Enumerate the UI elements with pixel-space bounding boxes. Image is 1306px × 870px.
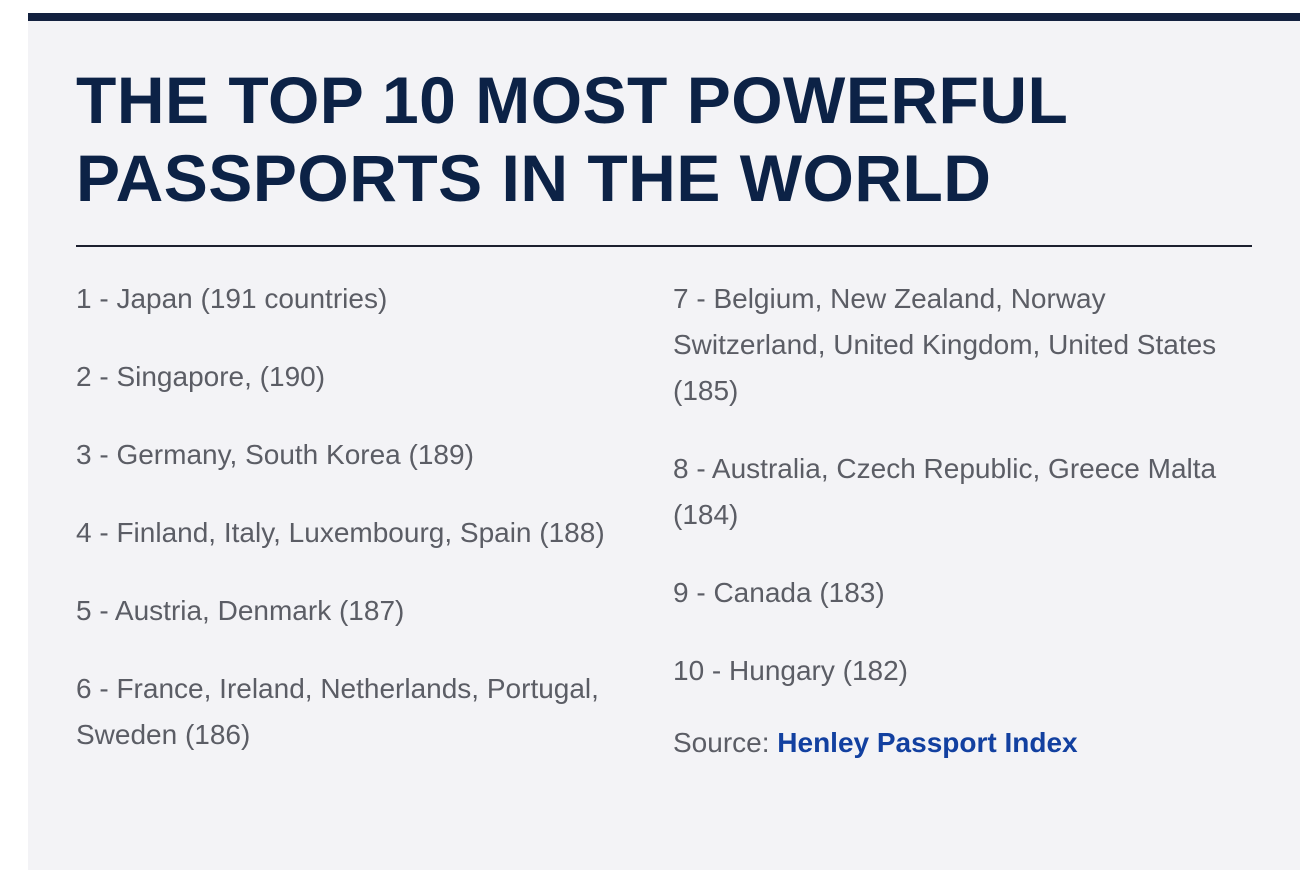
list-item: 1 - Japan (191 countries) <box>76 283 388 314</box>
source-link[interactable]: Henley Passport Index <box>777 727 1078 758</box>
list-item: 3 - Germany, South Korea (189) <box>76 439 474 470</box>
ranking-list-right: 7 - Belgium, New Zealand, Norway Switzer… <box>673 276 1253 726</box>
list-item: 2 - Singapore, (190) <box>76 361 326 392</box>
list-item: 6 - France, Ireland, Netherlands, Portug… <box>76 673 599 750</box>
list-item: 8 - Australia, Czech Republic, Greece Ma… <box>673 453 1217 530</box>
article-title: THE TOP 10 MOST POWERFUL PASSPORTS IN TH… <box>76 61 1256 217</box>
list-item: 4 - Finland, Italy, Luxembourg, Spain (1… <box>76 517 605 548</box>
list-item: 7 - Belgium, New Zealand, Norway Switzer… <box>673 283 1217 406</box>
title-divider <box>76 245 1252 247</box>
article-card: THE TOP 10 MOST POWERFUL PASSPORTS IN TH… <box>28 13 1300 870</box>
source-label: Source: <box>673 727 778 758</box>
title-line-1: THE TOP 10 MOST POWERFUL <box>76 63 1069 137</box>
source-line: Source: Henley Passport Index <box>673 720 1078 766</box>
list-item: 10 - Hungary (182) <box>673 655 909 686</box>
list-item: 5 - Austria, Denmark (187) <box>76 595 405 626</box>
list-item: 9 - Canada (183) <box>673 577 885 608</box>
title-line-2: PASSPORTS IN THE WORLD <box>76 141 992 215</box>
ranking-list-left: 1 - Japan (191 countries) 2 - Singapore,… <box>76 276 636 790</box>
